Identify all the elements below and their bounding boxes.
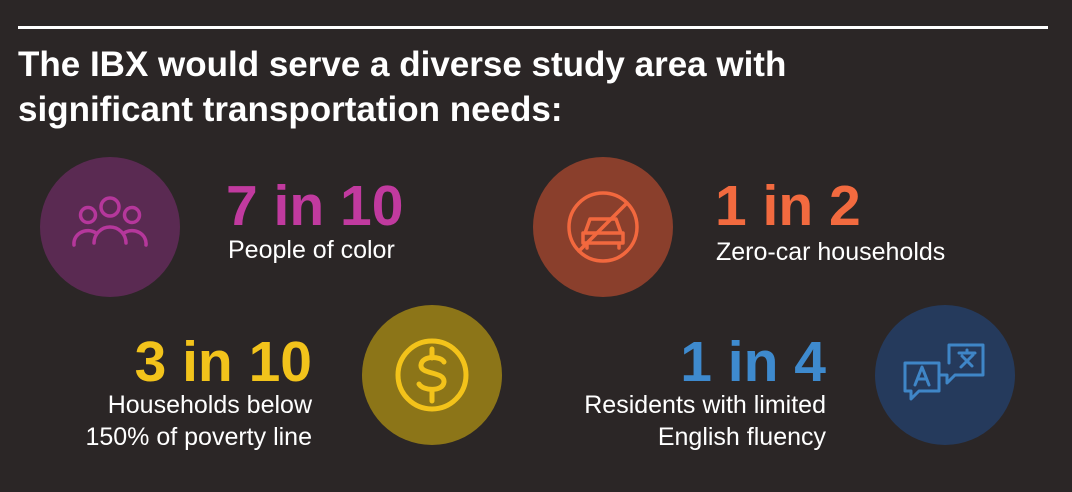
stat-figure: 3 in 10	[134, 330, 312, 394]
dollar-icon	[362, 305, 502, 445]
stat-label: Zero-car households	[716, 238, 946, 266]
stat-figure: 1 in 4	[680, 330, 826, 394]
stat-label: People of color	[228, 236, 395, 264]
stat-label: Residents with limited English fluency	[584, 391, 826, 451]
stat-figure: 7 in 10	[226, 174, 404, 238]
stat-figure: 1 in 2	[715, 174, 861, 238]
title: The IBX would serve a diverse study area…	[18, 45, 787, 129]
translate-icon	[875, 305, 1015, 445]
top-rule	[18, 26, 1048, 29]
no-car-icon	[533, 157, 673, 297]
people-icon	[40, 157, 180, 297]
stat-label: Households below 150% of poverty line	[85, 391, 312, 451]
